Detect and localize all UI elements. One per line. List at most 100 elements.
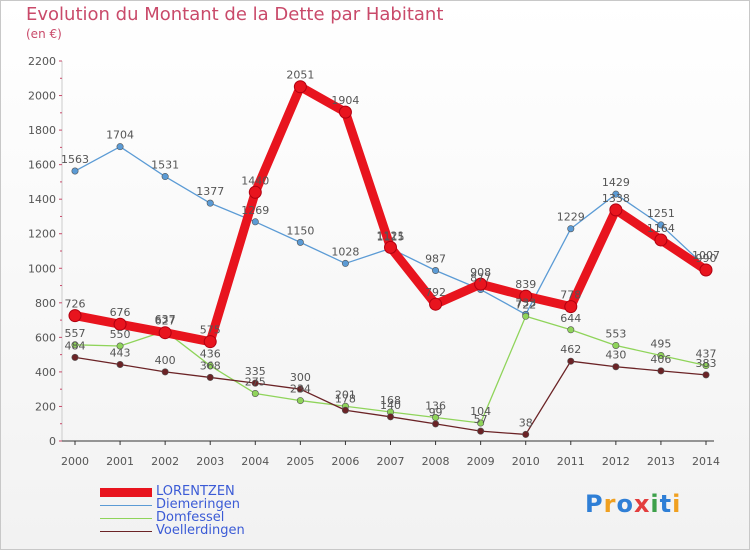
data-point-lorentzen: [338, 105, 352, 119]
data-label-domfessel: 104: [470, 405, 491, 418]
data-point-voellerdingen: [567, 357, 575, 365]
legend-label: Voellerdingen: [156, 523, 245, 538]
data-point-domfessel: [612, 341, 620, 349]
data-label-domfessel: 557: [65, 327, 86, 340]
legend-swatch: [100, 488, 152, 497]
data-label-diemeringen: 987: [425, 253, 446, 266]
x-tick-label: 2008: [422, 455, 450, 468]
y-tick-label: 2000: [28, 90, 56, 103]
data-label-lorentzen: 1164: [647, 222, 675, 235]
data-label-lorentzen: 990: [696, 252, 717, 265]
data-label-domfessel: 722: [515, 298, 536, 311]
data-label-domfessel: 136: [425, 400, 446, 413]
data-point-domfessel: [567, 326, 575, 334]
legend-swatch: [100, 518, 152, 519]
data-label-diemeringen: 733: [515, 296, 536, 309]
logo-letter: x: [633, 490, 651, 518]
y-tick-label: 1600: [28, 159, 56, 172]
data-label-voellerdingen: 443: [110, 346, 131, 359]
data-point-voellerdingen: [71, 353, 79, 361]
x-tick-label: 2011: [557, 455, 585, 468]
logo-letter: P: [585, 490, 604, 518]
data-point-voellerdingen: [206, 373, 214, 381]
data-point-lorentzen: [429, 297, 443, 311]
series-layer: [68, 80, 713, 438]
data-label-diemeringen: 1269: [241, 204, 269, 217]
data-label-lorentzen: 839: [515, 278, 536, 291]
legend-label: Domfessel: [156, 510, 225, 525]
data-labels-layer: 1563 1704 1531 1377 1269 1150 1028 1115 987 877 73…: [61, 69, 720, 430]
proxiti-logo: Proxiti: [585, 490, 681, 518]
data-point-lorentzen: [384, 240, 397, 254]
x-tick-label: 2014: [692, 455, 720, 468]
data-point-lorentzen: [158, 326, 172, 340]
data-point-domfessel: [71, 341, 79, 349]
data-label-diemeringen: 1007: [692, 249, 720, 262]
data-point-lorentzen: [609, 203, 623, 217]
data-label-domfessel: 553: [605, 327, 626, 340]
data-label-voellerdingen: 38: [519, 416, 533, 429]
y-tick-label: 800: [35, 297, 56, 310]
data-point-lorentzen: [113, 317, 127, 331]
data-label-diemeringen: 1251: [647, 207, 675, 220]
logo-letter: o: [616, 490, 634, 518]
data-label-lorentzen: 1440: [241, 174, 269, 187]
y-tick-label: 2200: [28, 55, 56, 68]
data-label-diemeringen: 1704: [106, 129, 134, 142]
data-label-lorentzen: 627: [155, 315, 176, 328]
data-point-diemeringen: [432, 267, 440, 275]
data-label-voellerdingen: 400: [155, 354, 176, 367]
logo-letter: t: [659, 490, 673, 518]
data-point-diemeringen: [296, 238, 304, 246]
data-point-diemeringen: [341, 259, 349, 267]
y-tick-label: 1400: [28, 193, 56, 206]
y-tick-label: 600: [35, 331, 56, 344]
data-point-voellerdingen: [296, 385, 304, 393]
data-label-voellerdingen: 57: [474, 413, 488, 426]
x-tick-label: 2007: [377, 455, 405, 468]
data-label-domfessel: 550: [110, 328, 131, 341]
data-label-voellerdingen: 140: [380, 399, 401, 412]
data-label-domfessel: 234: [290, 383, 311, 396]
data-point-voellerdingen: [702, 371, 710, 379]
x-tick-label: 2004: [241, 455, 269, 468]
data-point-domfessel: [251, 389, 259, 397]
data-point-lorentzen: [203, 335, 217, 349]
data-label-lorentzen: 2051: [286, 69, 314, 82]
data-label-domfessel: 495: [650, 338, 671, 351]
data-label-domfessel: 275: [245, 376, 266, 389]
x-tick-label: 2012: [602, 455, 630, 468]
data-label-voellerdingen: 484: [65, 339, 86, 352]
chart-axes: 0 200 400 600 800 1000 1200 1400 1600 1800 2000 220…: [28, 55, 720, 468]
data-label-voellerdingen: 462: [560, 343, 581, 356]
data-label-lorentzen: 778: [560, 289, 581, 302]
data-point-diemeringen: [251, 218, 259, 226]
data-label-lorentzen: 676: [110, 306, 131, 319]
data-label-diemeringen: 1563: [61, 153, 89, 166]
legend-swatch: [100, 531, 152, 532]
x-tick-label: 2002: [151, 455, 179, 468]
x-tick-label: 2001: [106, 455, 134, 468]
data-label-domfessel: 168: [380, 394, 401, 407]
x-tick-label: 2013: [647, 455, 675, 468]
data-label-voellerdingen: 368: [200, 359, 221, 372]
data-point-diemeringen: [567, 225, 575, 233]
x-tick-label: 2000: [61, 455, 89, 468]
data-point-diemeringen: [116, 143, 124, 151]
data-label-domfessel: 437: [696, 348, 717, 361]
x-tick-label: 2010: [512, 455, 540, 468]
data-label-voellerdingen: 178: [335, 392, 356, 405]
data-label-diemeringen: 877: [470, 272, 491, 285]
data-point-lorentzen: [68, 309, 82, 323]
data-point-diemeringen: [71, 167, 79, 175]
data-point-domfessel: [702, 362, 710, 370]
data-point-voellerdingen: [522, 430, 530, 438]
data-point-domfessel: [522, 312, 530, 320]
logo-letter: r: [603, 490, 617, 518]
data-point-domfessel: [477, 419, 485, 427]
data-point-voellerdingen: [477, 427, 485, 435]
y-tick-label: 200: [35, 400, 56, 413]
data-point-domfessel: [206, 362, 214, 370]
y-tick-label: 1000: [28, 262, 56, 275]
